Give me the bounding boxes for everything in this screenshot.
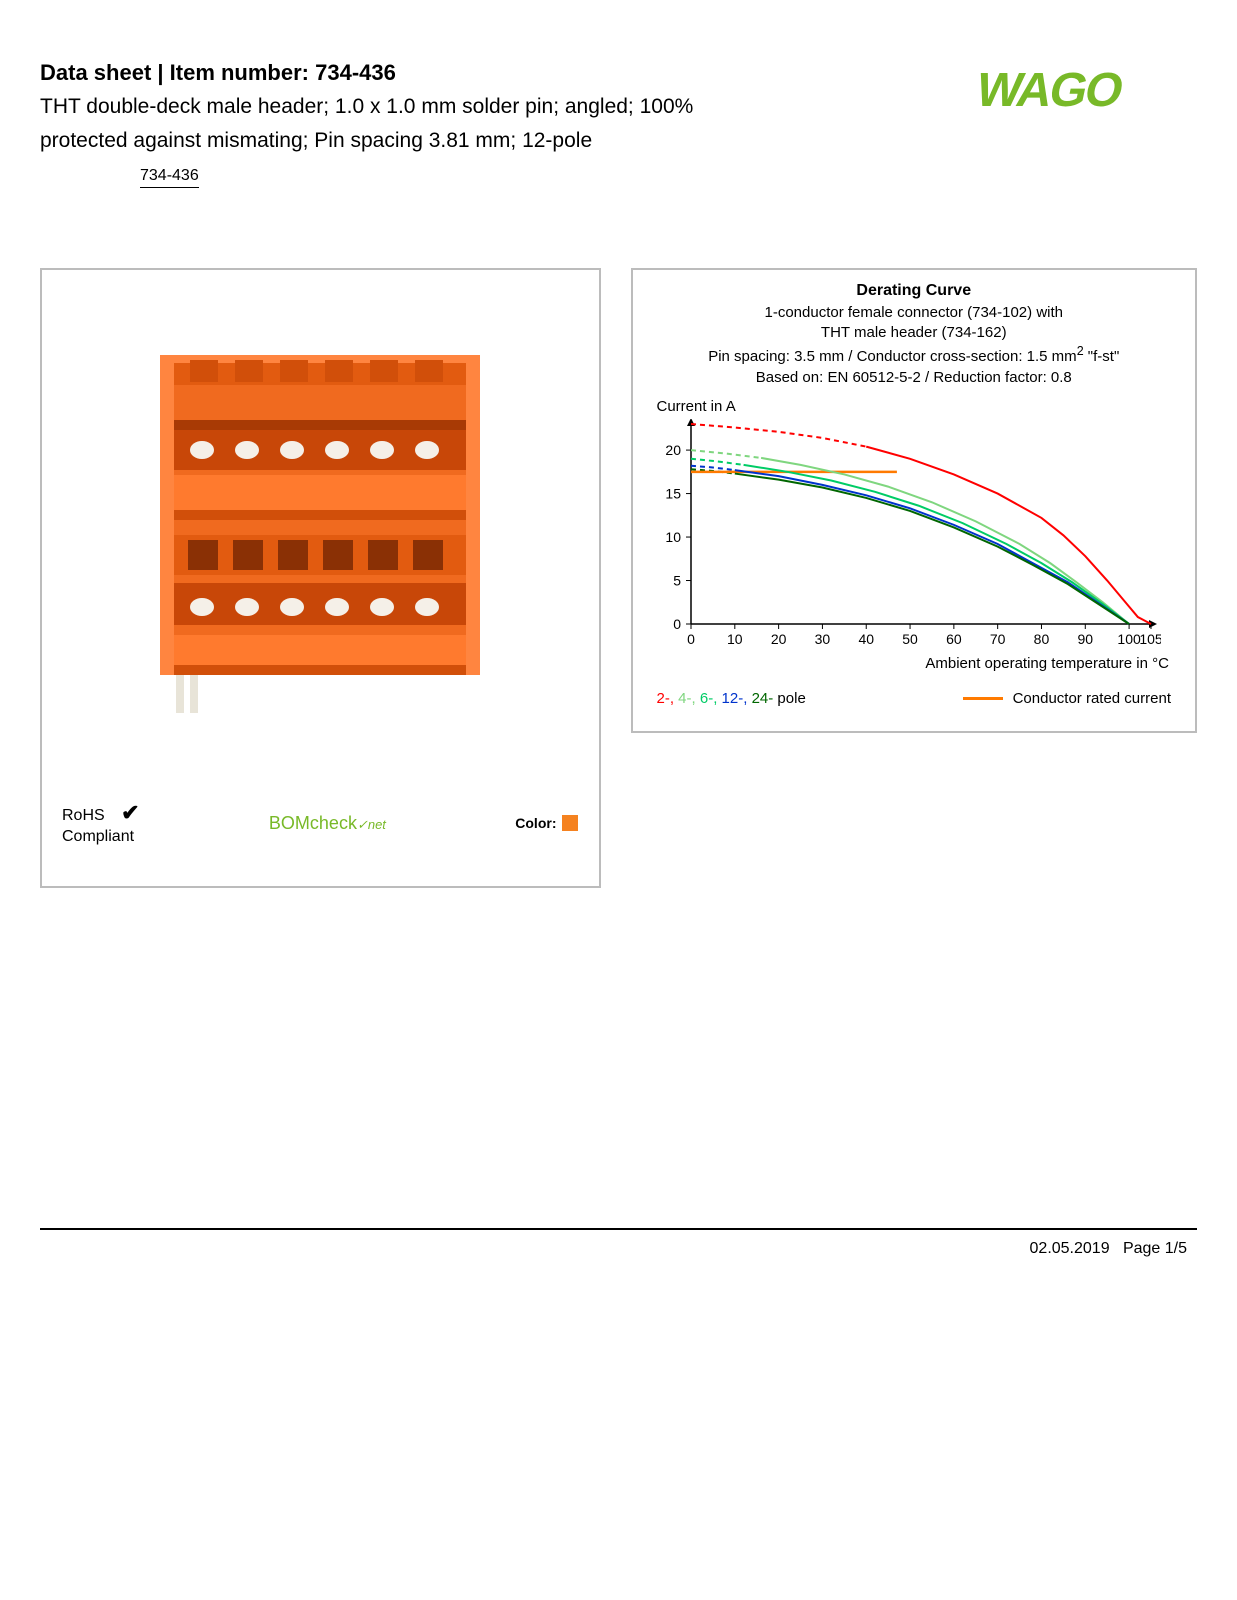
subtitle-line-2: protected against mismating; Pin spacing… xyxy=(40,126,977,156)
logo-text: WAGO xyxy=(971,63,1127,118)
chart-sub-3: Pin spacing: 3.5 mm / Conductor cross-se… xyxy=(651,343,1178,367)
svg-text:70: 70 xyxy=(989,631,1005,647)
svg-text:80: 80 xyxy=(1033,631,1049,647)
check-icon: ✔ xyxy=(121,800,139,825)
chart-legend: 2-, 4-, 6-, 12-, 24- pole Conductor rate… xyxy=(651,690,1178,707)
compliance-row: RoHS ✔ Compliant BOMcheck✓net Color: xyxy=(62,800,579,846)
chart-sub-4: Based on: EN 60512-5-2 / Reduction facto… xyxy=(651,368,1178,388)
svg-text:50: 50 xyxy=(902,631,918,647)
bomcheck-suffix: ✓net xyxy=(357,817,386,832)
svg-text:10: 10 xyxy=(665,529,681,545)
svg-text:0: 0 xyxy=(673,616,681,632)
svg-text:20: 20 xyxy=(665,442,681,458)
svg-text:15: 15 xyxy=(665,485,681,501)
svg-text:10: 10 xyxy=(727,631,743,647)
svg-text:60: 60 xyxy=(946,631,962,647)
header: Data sheet | Item number: 734-436 THT do… xyxy=(40,60,1197,188)
panels-row: RoHS ✔ Compliant BOMcheck✓net Color: Der… xyxy=(40,268,1197,888)
footer-page: Page 1/5 xyxy=(1123,1240,1187,1257)
legend-24-pole: 24- xyxy=(747,690,773,707)
derating-chart: 0 5 10 15 20 0 10 20 30 40 50 60 70 80 90 100105 xyxy=(651,419,1161,649)
svg-text:100: 100 xyxy=(1117,631,1141,647)
chart-title: Derating Curve xyxy=(651,282,1178,300)
svg-text:105: 105 xyxy=(1139,631,1161,647)
legend-pole-suffix: pole xyxy=(773,690,806,707)
product-panel: RoHS ✔ Compliant BOMcheck✓net Color: xyxy=(40,268,601,888)
svg-text:40: 40 xyxy=(858,631,874,647)
color-swatch xyxy=(562,815,578,831)
item-number-link[interactable]: 734-436 xyxy=(140,167,199,188)
svg-text:90: 90 xyxy=(1077,631,1093,647)
footer: 02.05.2019 Page 1/5 xyxy=(40,1240,1197,1258)
svg-text:20: 20 xyxy=(770,631,786,647)
rohs-text: RoHS ✔ Compliant xyxy=(62,800,140,846)
wago-logo: WAGO xyxy=(977,60,1197,120)
pole-legend: 2-, 4-, 6-, 12-, 24- pole xyxy=(657,690,806,707)
footer-divider xyxy=(40,1228,1197,1230)
connector-illustration xyxy=(130,325,510,725)
chart-panel: Derating Curve 1-conductor female connec… xyxy=(631,268,1198,733)
y-axis-label: Current in A xyxy=(657,398,1178,415)
title-block: Data sheet | Item number: 734-436 THT do… xyxy=(40,60,977,188)
chart-sub-2: THT male header (734-162) xyxy=(651,323,1178,343)
conductor-legend: Conductor rated current xyxy=(963,690,1171,707)
legend-2-pole: 2-, xyxy=(657,690,675,707)
svg-text:5: 5 xyxy=(673,572,681,588)
rohs-line-1: RoHS xyxy=(62,807,105,824)
conductor-line-icon xyxy=(963,697,1003,700)
color-indicator: Color: xyxy=(515,815,578,831)
chart-sub-1: 1-conductor female connector (734-102) w… xyxy=(651,303,1178,323)
x-axis-label: Ambient operating temperature in °C xyxy=(651,655,1178,672)
subtitle-line-1: THT double-deck male header; 1.0 x 1.0 m… xyxy=(40,92,977,122)
bomcheck-logo: BOMcheck✓net xyxy=(269,813,386,834)
chart-sub-3-suffix: "f-st" xyxy=(1084,348,1120,365)
legend-12-pole: 12-, xyxy=(717,690,747,707)
product-image xyxy=(57,285,584,765)
rohs-line-2: Compliant xyxy=(62,827,140,846)
chart-sub-3-sup: 2 xyxy=(1077,344,1084,358)
chart-sub-3-prefix: Pin spacing: 3.5 mm / Conductor cross-se… xyxy=(708,348,1076,365)
rohs-block: RoHS ✔ Compliant xyxy=(62,800,140,846)
legend-6-pole: 6-, xyxy=(696,690,718,707)
legend-4-pole: 4-, xyxy=(674,690,696,707)
footer-date: 02.05.2019 xyxy=(1030,1240,1110,1257)
color-label-text: Color: xyxy=(515,815,556,831)
svg-text:30: 30 xyxy=(814,631,830,647)
page-title: Data sheet | Item number: 734-436 xyxy=(40,60,977,86)
bomcheck-main: BOMcheck xyxy=(269,813,357,833)
svg-text:0: 0 xyxy=(687,631,695,647)
conductor-legend-text: Conductor rated current xyxy=(1013,690,1171,707)
